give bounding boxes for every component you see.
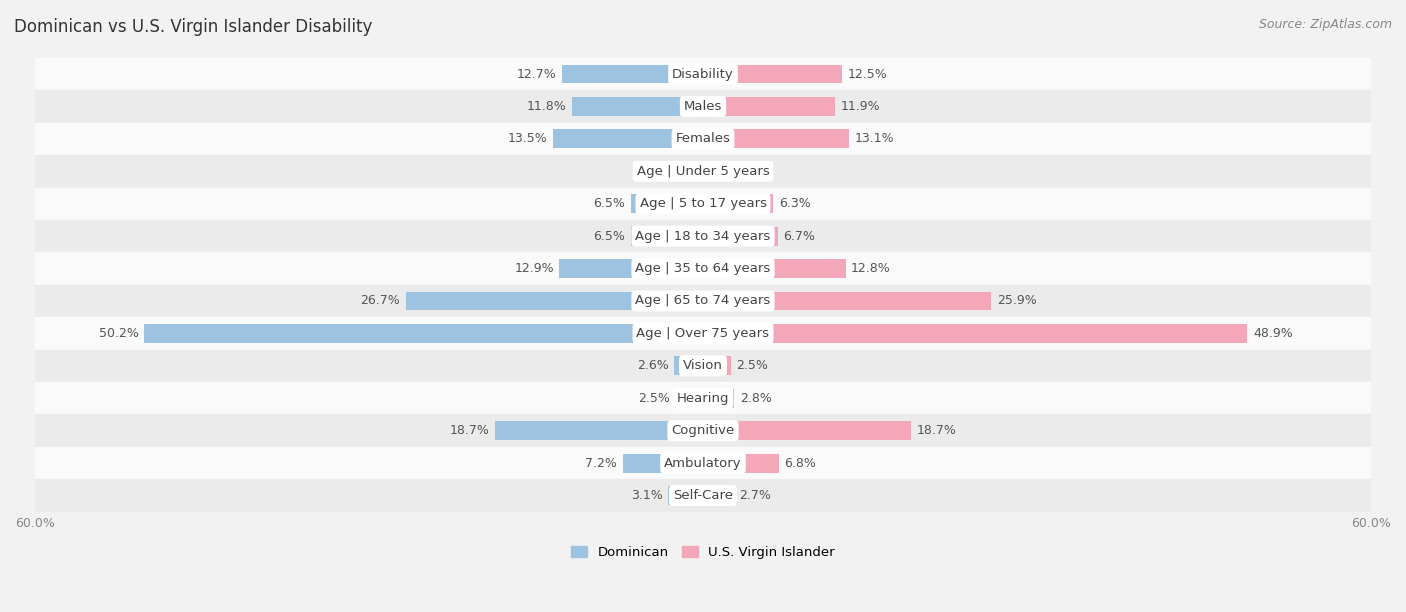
Text: 2.8%: 2.8% bbox=[740, 392, 772, 405]
Text: 2.5%: 2.5% bbox=[737, 359, 768, 372]
Bar bbox=[35, 187, 1371, 220]
Text: 1.1%: 1.1% bbox=[654, 165, 685, 178]
Text: 6.7%: 6.7% bbox=[783, 230, 815, 242]
Text: 11.9%: 11.9% bbox=[841, 100, 880, 113]
Bar bbox=[35, 58, 1371, 90]
Text: Dominican vs U.S. Virgin Islander Disability: Dominican vs U.S. Virgin Islander Disabi… bbox=[14, 18, 373, 36]
Text: Age | Over 75 years: Age | Over 75 years bbox=[637, 327, 769, 340]
Bar bbox=[673, 356, 703, 375]
Bar bbox=[495, 421, 703, 440]
Bar bbox=[668, 486, 703, 505]
Bar bbox=[35, 349, 1371, 382]
Bar bbox=[631, 227, 703, 245]
Text: 2.6%: 2.6% bbox=[637, 359, 668, 372]
Bar bbox=[703, 97, 835, 116]
Text: 2.7%: 2.7% bbox=[738, 489, 770, 502]
Bar bbox=[35, 155, 1371, 187]
Text: Ambulatory: Ambulatory bbox=[664, 457, 742, 469]
Text: 18.7%: 18.7% bbox=[450, 424, 489, 437]
Bar bbox=[703, 162, 717, 181]
Text: 6.3%: 6.3% bbox=[779, 197, 810, 211]
Bar bbox=[35, 317, 1371, 349]
Text: Age | 5 to 17 years: Age | 5 to 17 years bbox=[640, 197, 766, 211]
Text: 13.1%: 13.1% bbox=[855, 132, 894, 146]
Text: 48.9%: 48.9% bbox=[1253, 327, 1292, 340]
Bar bbox=[572, 97, 703, 116]
Text: Source: ZipAtlas.com: Source: ZipAtlas.com bbox=[1258, 18, 1392, 31]
Bar bbox=[703, 65, 842, 83]
Text: 12.9%: 12.9% bbox=[515, 262, 554, 275]
Bar bbox=[690, 162, 703, 181]
Text: Age | 65 to 74 years: Age | 65 to 74 years bbox=[636, 294, 770, 307]
Text: Age | 18 to 34 years: Age | 18 to 34 years bbox=[636, 230, 770, 242]
Text: Vision: Vision bbox=[683, 359, 723, 372]
Bar bbox=[703, 324, 1247, 343]
Bar bbox=[703, 356, 731, 375]
Text: Cognitive: Cognitive bbox=[672, 424, 734, 437]
Text: 12.8%: 12.8% bbox=[851, 262, 891, 275]
Text: Females: Females bbox=[675, 132, 731, 146]
Text: 12.7%: 12.7% bbox=[516, 67, 555, 81]
Bar bbox=[35, 285, 1371, 317]
Text: Age | 35 to 64 years: Age | 35 to 64 years bbox=[636, 262, 770, 275]
Bar bbox=[35, 252, 1371, 285]
Text: 11.8%: 11.8% bbox=[526, 100, 567, 113]
Text: 18.7%: 18.7% bbox=[917, 424, 956, 437]
Bar bbox=[35, 382, 1371, 414]
Text: Disability: Disability bbox=[672, 67, 734, 81]
Text: 12.5%: 12.5% bbox=[848, 67, 887, 81]
Text: 6.8%: 6.8% bbox=[785, 457, 815, 469]
Bar bbox=[553, 130, 703, 148]
Bar bbox=[703, 259, 845, 278]
Text: Self-Care: Self-Care bbox=[673, 489, 733, 502]
Bar bbox=[623, 453, 703, 472]
Text: 6.5%: 6.5% bbox=[593, 197, 626, 211]
Text: Age | Under 5 years: Age | Under 5 years bbox=[637, 165, 769, 178]
Bar bbox=[406, 291, 703, 310]
Text: Hearing: Hearing bbox=[676, 392, 730, 405]
Text: 50.2%: 50.2% bbox=[98, 327, 138, 340]
Bar bbox=[35, 447, 1371, 479]
Bar bbox=[35, 122, 1371, 155]
Text: 1.3%: 1.3% bbox=[723, 165, 755, 178]
Bar bbox=[703, 486, 733, 505]
Bar bbox=[703, 453, 779, 472]
Text: 26.7%: 26.7% bbox=[360, 294, 401, 307]
Bar bbox=[561, 65, 703, 83]
Bar bbox=[35, 90, 1371, 122]
Bar bbox=[143, 324, 703, 343]
Bar bbox=[703, 421, 911, 440]
Text: 2.5%: 2.5% bbox=[638, 392, 669, 405]
Text: 7.2%: 7.2% bbox=[585, 457, 617, 469]
Bar bbox=[560, 259, 703, 278]
Bar bbox=[703, 195, 773, 213]
Text: 13.5%: 13.5% bbox=[508, 132, 547, 146]
Bar bbox=[35, 479, 1371, 512]
Legend: Dominican, U.S. Virgin Islander: Dominican, U.S. Virgin Islander bbox=[565, 540, 841, 564]
Text: 25.9%: 25.9% bbox=[997, 294, 1036, 307]
Bar bbox=[675, 389, 703, 408]
Text: Males: Males bbox=[683, 100, 723, 113]
Bar bbox=[703, 227, 778, 245]
Bar bbox=[703, 389, 734, 408]
Bar bbox=[35, 414, 1371, 447]
Bar bbox=[631, 195, 703, 213]
Text: 6.5%: 6.5% bbox=[593, 230, 626, 242]
Bar bbox=[703, 130, 849, 148]
Text: 3.1%: 3.1% bbox=[631, 489, 662, 502]
Bar bbox=[703, 291, 991, 310]
Bar bbox=[35, 220, 1371, 252]
